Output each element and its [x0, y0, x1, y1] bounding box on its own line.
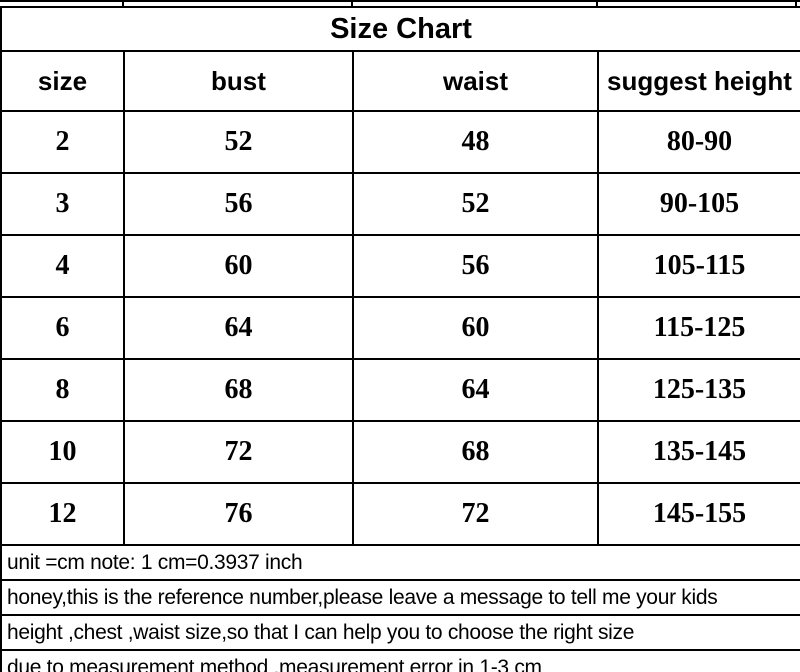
note-honey: honey,this is the reference number,pleas…	[0, 579, 800, 616]
table-title: Size Chart	[0, 6, 800, 52]
cell-value: 10	[0, 420, 125, 484]
table-row: 10 72 68 135-145	[0, 420, 800, 484]
cell-value: 72	[123, 420, 354, 484]
cell-value: 105-115	[596, 234, 800, 298]
cell-value: 76	[123, 482, 354, 546]
cell-value: 72	[352, 482, 599, 546]
cell-value: 52	[123, 110, 354, 174]
note-row-height: height ,chest ,waist size,so that I can …	[0, 614, 800, 651]
note-unit: unit =cm note: 1 cm=0.3937 inch	[0, 544, 800, 581]
gridline-tick	[795, 2, 797, 8]
column-header-size: size	[0, 50, 125, 112]
note-row-error: due to measurement method ,measurement e…	[0, 649, 800, 672]
cell-value: 12	[0, 482, 125, 546]
cell-value: 80-90	[596, 110, 800, 174]
cell-value: 60	[123, 234, 354, 298]
cell-value: 145-155	[596, 482, 800, 546]
cell-value: 56	[123, 172, 354, 236]
note-error: due to measurement method ,measurement e…	[0, 649, 800, 672]
note-row-unit: unit =cm note: 1 cm=0.3937 inch	[0, 544, 800, 581]
gridline-tick	[596, 2, 598, 8]
size-table-body: 2 52 48 80-90 3 56 52 90-105 4 60 56 105-115 6 64 60 11…	[0, 110, 800, 546]
cell-value: 48	[352, 110, 599, 174]
cell-value: 90-105	[596, 172, 800, 236]
gridline-tick	[122, 2, 124, 8]
table-row: 4 60 56 105-115	[0, 234, 800, 298]
cell-value: 135-145	[596, 420, 800, 484]
table-row: 3 56 52 90-105	[0, 172, 800, 236]
size-chart-table: Size Chart size bust waist suggest heigh…	[0, 6, 800, 672]
note-height: height ,chest ,waist size,so that I can …	[0, 614, 800, 651]
top-partial-row	[0, 0, 800, 8]
cell-value: 64	[352, 358, 599, 422]
cell-value: 115-125	[596, 296, 800, 360]
cell-value: 6	[0, 296, 125, 360]
cell-value: 125-135	[596, 358, 800, 422]
cell-value: 56	[352, 234, 599, 298]
table-row: 2 52 48 80-90	[0, 110, 800, 174]
table-row: 8 68 64 125-135	[0, 358, 800, 422]
table-title-row: Size Chart	[0, 6, 800, 52]
cell-value: 3	[0, 172, 125, 236]
cell-value: 4	[0, 234, 125, 298]
note-row-honey: honey,this is the reference number,pleas…	[0, 579, 800, 616]
table-row: 12 76 72 145-155	[0, 482, 800, 546]
cell-value: 68	[123, 358, 354, 422]
cell-value: 64	[123, 296, 354, 360]
cell-value: 2	[0, 110, 125, 174]
cell-value: 52	[352, 172, 599, 236]
column-header-bust: bust	[123, 50, 354, 112]
cell-value: 8	[0, 358, 125, 422]
cell-value: 60	[352, 296, 599, 360]
cell-value: 68	[352, 420, 599, 484]
column-header-suggest-height: suggest height	[596, 50, 800, 112]
gridline-tick	[351, 2, 353, 8]
table-row: 6 64 60 115-125	[0, 296, 800, 360]
column-header-waist: waist	[352, 50, 599, 112]
table-header-row: size bust waist suggest height	[0, 50, 800, 112]
